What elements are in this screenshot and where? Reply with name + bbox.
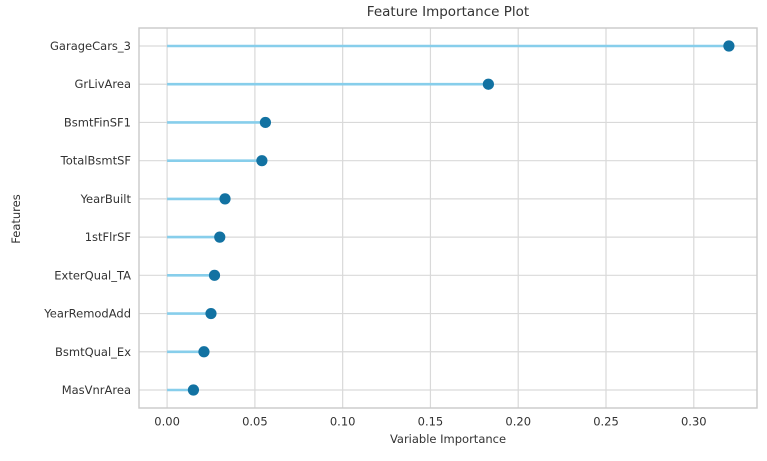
category-label: 1stFlrSF xyxy=(85,230,131,244)
category-label: ExterQual_TA xyxy=(54,268,131,282)
category-label: BsmtFinSF1 xyxy=(64,115,131,129)
data-point xyxy=(205,307,217,320)
data-point xyxy=(256,155,268,167)
category-label: GarageCars_3 xyxy=(50,39,131,53)
data-point xyxy=(482,78,494,90)
data-point xyxy=(723,40,735,52)
data-point xyxy=(187,384,200,396)
data-point xyxy=(198,346,210,358)
category-label: BsmtQual_Ex xyxy=(55,345,131,359)
plot-background xyxy=(139,28,757,408)
data-point xyxy=(219,193,231,205)
data-point xyxy=(208,269,221,281)
x-tick-label: 0.15 xyxy=(418,415,444,429)
category-label: GrLivArea xyxy=(74,77,131,91)
x-tick-label: 0.25 xyxy=(593,415,619,429)
category-label: YearBuilt xyxy=(80,192,132,206)
category-label: YearRemodAdd xyxy=(43,307,131,321)
category-label: MasVnrArea xyxy=(62,383,131,397)
x-tick-label: 0.30 xyxy=(681,415,707,429)
x-axis-label: Variable Importance xyxy=(389,432,507,446)
chart-title: Feature Importance Plot xyxy=(366,4,530,20)
x-tick-label: 0.05 xyxy=(242,415,268,429)
y-axis-label: Features xyxy=(9,194,23,244)
data-point xyxy=(259,116,272,129)
category-label: TotalBsmtSF xyxy=(60,154,131,168)
x-tick-label: 0.20 xyxy=(505,415,531,429)
x-tick-label: 0.10 xyxy=(330,415,356,429)
data-point xyxy=(214,231,226,243)
plot-border xyxy=(138,27,758,409)
x-tick-label: 0.00 xyxy=(154,415,180,429)
